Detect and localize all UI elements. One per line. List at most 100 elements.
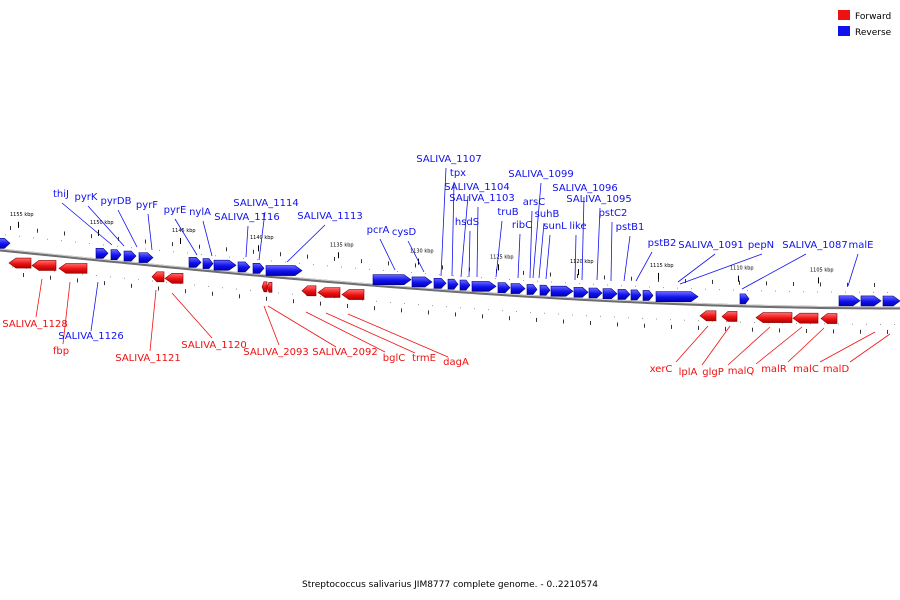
guide-dot: [271, 260, 272, 262]
guide-dot: [376, 300, 377, 302]
guide-dot: [327, 265, 328, 267]
forward-gene-label: SALIVA_1128: [2, 319, 67, 330]
minor-tick: [185, 289, 186, 294]
forward-gene-label: bglC: [383, 353, 405, 364]
reverse-gene-label: arsC: [523, 197, 545, 208]
reverse-leader-line: [468, 230, 471, 278]
reverse-leader-line: [623, 235, 631, 282]
guide-dot: [509, 279, 510, 281]
reverse-leader-line: [90, 281, 99, 332]
guide-dot: [222, 287, 223, 289]
forward-leader-line: [755, 326, 803, 365]
guide-dot: [33, 237, 34, 239]
guide-dot: [187, 252, 188, 254]
guide-dot: [138, 279, 139, 281]
guide-dot: [467, 276, 468, 278]
guide-dot: [642, 317, 643, 319]
forward-leader-line: [347, 313, 449, 358]
guide-dot: [215, 255, 216, 257]
major-tick: [738, 275, 739, 282]
guide-dot: [747, 289, 748, 291]
reverse-gene-label: pstB1: [616, 222, 645, 233]
forward-gene-label: SALIVA_1121: [115, 353, 180, 364]
reverse-leader-line: [677, 253, 716, 283]
guide-dot: [754, 321, 755, 323]
guide-dot: [320, 296, 321, 298]
guide-dot: [19, 235, 20, 237]
reverse-gene-label: hsdS: [455, 217, 479, 228]
minor-tick: [77, 278, 78, 283]
minor-tick: [793, 281, 794, 286]
guide-dot: [887, 291, 888, 293]
guide-dot: [691, 288, 692, 290]
reverse-gene-label: ribC: [512, 220, 532, 231]
forward-gene-label: fbp: [53, 346, 69, 357]
reverse-leader-line: [581, 196, 585, 281]
reverse-gene: [526, 284, 538, 295]
reverse-gene: [110, 249, 122, 260]
reverse-gene-label: SALIVA_1091: [678, 240, 743, 251]
reverse-gene: [630, 289, 642, 301]
forward-leader-line: [62, 281, 71, 345]
tick-label: 1120 kbp: [570, 259, 594, 265]
guide-dot: [775, 290, 776, 292]
guide-dot: [110, 276, 111, 278]
guide-dot: [250, 289, 251, 291]
guide-dot: [236, 288, 237, 290]
reverse-gene: [617, 289, 631, 300]
reverse-gene-label: suhB: [535, 209, 560, 220]
forward-gene-label: malD: [823, 364, 850, 375]
reverse-gene: [213, 259, 237, 271]
reverse-gene: [447, 278, 459, 290]
guide-dot: [180, 283, 181, 285]
minor-tick: [806, 328, 807, 333]
guide-dot: [684, 319, 685, 321]
guide-dot: [257, 259, 258, 261]
guide-dot: [803, 291, 804, 293]
tick-label: 1105 kbp: [810, 267, 834, 273]
guide-dot: [397, 271, 398, 273]
reverse-leader-line: [538, 222, 545, 279]
guide-dot: [523, 279, 524, 281]
guide-dot: [537, 280, 538, 282]
reverse-gene: [265, 265, 303, 276]
minor-tick: [604, 275, 605, 280]
major-tick: [180, 237, 181, 244]
forward-gene: [8, 257, 32, 269]
legend-label-reverse: Reverse: [855, 28, 892, 38]
minor-tick: [131, 283, 132, 288]
guide-dot: [446, 306, 447, 308]
tick-label: 1135 kbp: [330, 242, 354, 248]
reverse-gene: [202, 258, 214, 269]
minor-tick: [766, 281, 767, 286]
guide-dot: [145, 248, 146, 250]
guide-dot: [558, 313, 559, 315]
guide-dot: [82, 273, 83, 275]
forward-gene: [301, 285, 317, 297]
minor-tick: [199, 244, 200, 249]
reverse-leader-line: [679, 253, 763, 285]
forward-leader-line: [819, 331, 876, 363]
forward-gene: [151, 271, 165, 283]
reverse-leader-line: [596, 207, 601, 281]
reverse-gene-label: like: [569, 221, 586, 232]
reverse-gene: [550, 285, 574, 297]
reverse-gene: [539, 284, 551, 296]
reverse-gene-label: SALIVA_1096: [552, 183, 617, 194]
minor-tick: [50, 275, 51, 280]
legend-swatch-forward: [838, 10, 850, 20]
forward-gene: [164, 273, 184, 284]
reverse-gene: [655, 291, 699, 302]
guide-dot: [551, 281, 552, 283]
minor-tick: [307, 254, 308, 259]
guide-dot: [852, 323, 853, 325]
reverse-leader-line: [847, 253, 859, 287]
guide-dot: [663, 287, 664, 289]
reverse-leader-line: [545, 234, 551, 280]
minor-tick: [361, 259, 362, 264]
guide-dot: [285, 261, 286, 263]
forward-gene-label: malR: [761, 364, 787, 375]
forward-leader-line: [325, 312, 416, 354]
guide-dot: [61, 240, 62, 242]
